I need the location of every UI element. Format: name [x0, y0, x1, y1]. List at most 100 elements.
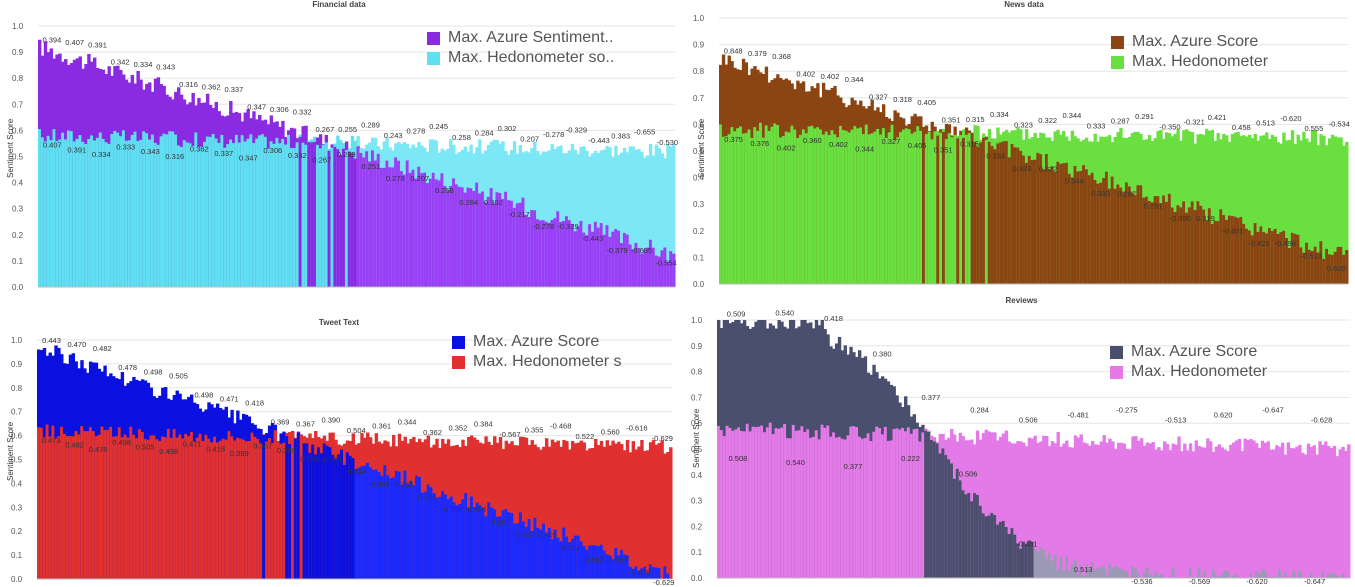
y-tick-label: 0.2 — [693, 227, 705, 236]
bar — [990, 432, 994, 578]
bar — [1282, 230, 1286, 284]
bar — [576, 226, 580, 287]
bar — [1266, 576, 1270, 578]
bar — [1122, 443, 1127, 578]
bar — [1213, 220, 1217, 284]
bar — [42, 437, 47, 579]
bar — [507, 200, 511, 287]
y-tick-label: 0.5 — [11, 456, 23, 465]
bar — [576, 154, 580, 287]
bar — [1088, 568, 1092, 578]
data-label: -0.275 — [1116, 405, 1137, 414]
bar — [631, 568, 635, 579]
bar — [1088, 445, 1092, 578]
data-label: 0.332 — [293, 107, 312, 116]
bar — [493, 509, 497, 579]
bar — [605, 440, 609, 579]
bar — [768, 422, 773, 578]
bar — [999, 142, 1003, 284]
bar — [77, 434, 81, 579]
data-label: -0.505 — [536, 530, 557, 539]
bar — [426, 484, 431, 579]
bar — [1133, 195, 1137, 284]
bar — [420, 173, 424, 287]
bar — [512, 207, 517, 287]
data-label: 0.402 — [796, 70, 815, 79]
bar — [321, 144, 326, 287]
data-label: 0.337 — [214, 149, 233, 158]
bar — [1312, 445, 1316, 578]
bar — [103, 429, 107, 579]
bar — [1114, 566, 1118, 578]
bar — [922, 127, 926, 284]
bar — [643, 566, 647, 579]
bar — [1234, 573, 1239, 578]
bar — [1207, 130, 1212, 284]
bar — [1306, 576, 1311, 578]
bar — [1137, 440, 1141, 578]
bar — [1330, 254, 1335, 284]
bar — [1278, 569, 1282, 578]
bar — [265, 441, 269, 579]
bar — [397, 160, 401, 287]
bar — [1325, 248, 1329, 284]
bar — [625, 234, 630, 287]
bar — [1050, 441, 1055, 578]
bar — [319, 453, 324, 579]
bar — [1285, 140, 1289, 284]
bar — [901, 427, 905, 578]
bar — [1230, 215, 1235, 284]
y-tick-label: 0.9 — [693, 41, 705, 50]
bar — [1076, 171, 1080, 284]
bar — [52, 129, 56, 287]
bar — [495, 516, 500, 579]
data-label: -0.329 — [557, 222, 578, 231]
bar — [501, 199, 505, 287]
bar — [1307, 141, 1312, 284]
bar — [1272, 576, 1276, 578]
bar — [622, 232, 627, 287]
legend-swatch — [1110, 365, 1123, 379]
bar — [1102, 435, 1106, 578]
bar — [1202, 209, 1206, 284]
bar — [1225, 219, 1229, 284]
bar — [1099, 566, 1104, 578]
bar — [62, 433, 67, 579]
bar — [602, 149, 607, 287]
bar — [533, 444, 537, 579]
bar — [1016, 147, 1020, 284]
bar — [1236, 131, 1240, 284]
bar — [1045, 558, 1049, 578]
legend-swatch — [427, 31, 440, 45]
bar — [143, 439, 148, 579]
legend-item: Max. Hedonometer — [1110, 362, 1330, 382]
bar — [821, 134, 826, 284]
bar — [774, 428, 778, 578]
bar — [252, 143, 256, 287]
bar — [947, 133, 952, 284]
data-label: -0.655 — [631, 246, 652, 255]
bar — [1004, 527, 1009, 578]
data-label: 0.443 — [42, 336, 61, 345]
data-label: -0.647 — [1304, 577, 1325, 586]
bar — [1124, 182, 1129, 284]
bar — [767, 130, 771, 284]
bar — [1027, 540, 1032, 578]
bar — [330, 147, 334, 287]
data-label: 0.222 — [901, 454, 920, 463]
bar — [1188, 568, 1193, 578]
bar — [527, 519, 532, 579]
bar — [918, 441, 922, 578]
bar — [979, 142, 983, 284]
bar — [399, 171, 404, 287]
bar — [801, 129, 806, 284]
bar — [593, 150, 598, 287]
bar — [852, 426, 856, 578]
bar — [492, 203, 496, 287]
data-label: 0.458 — [1232, 123, 1251, 132]
bar — [1096, 444, 1101, 578]
bar — [637, 247, 641, 287]
bar — [1322, 135, 1326, 284]
bar — [588, 545, 592, 579]
bar — [524, 214, 528, 287]
